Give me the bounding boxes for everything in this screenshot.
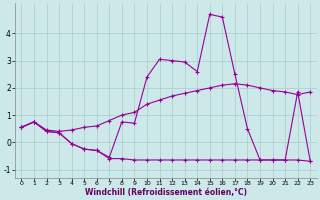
X-axis label: Windchill (Refroidissement éolien,°C): Windchill (Refroidissement éolien,°C) (85, 188, 247, 197)
